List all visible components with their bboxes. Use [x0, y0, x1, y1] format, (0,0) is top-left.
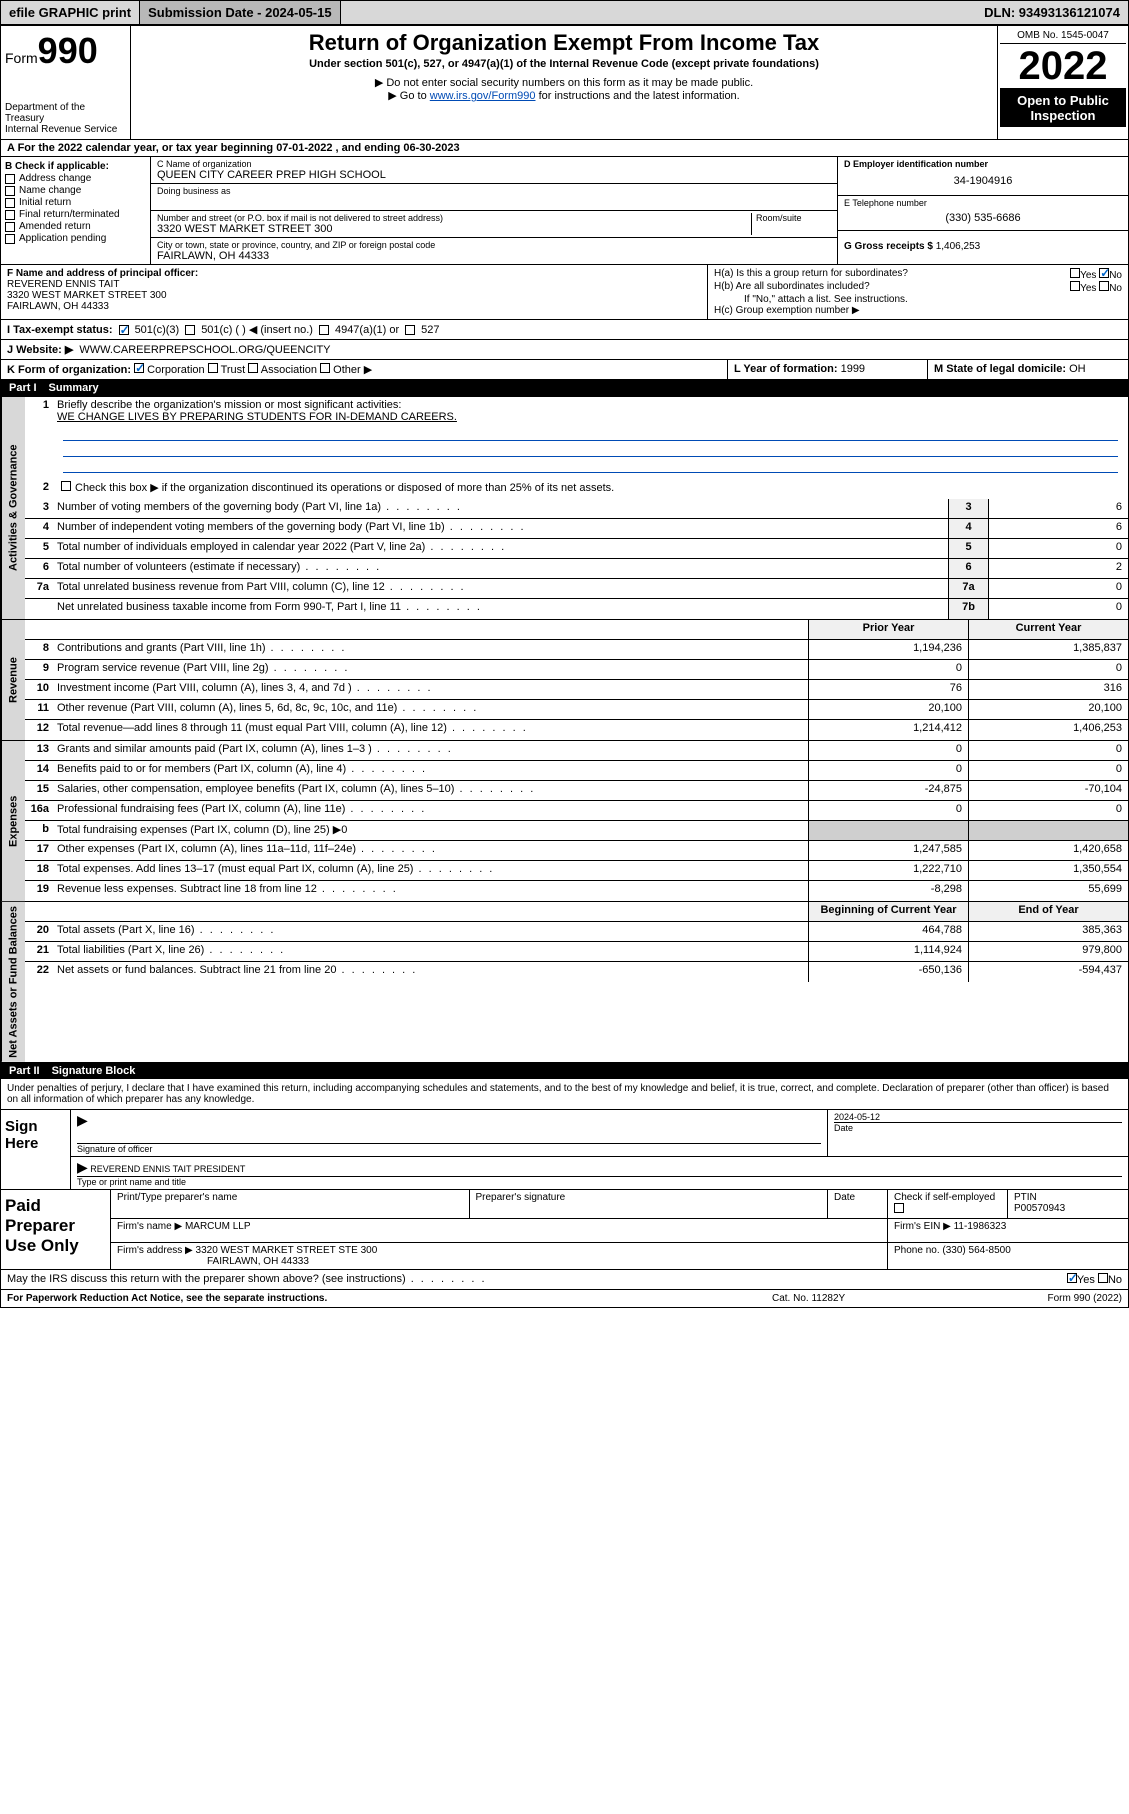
- org-city: FAIRLAWN, OH 44333: [157, 250, 831, 262]
- section-i-tax-status: I Tax-exempt status: 501(c)(3) 501(c) ( …: [1, 319, 1128, 339]
- checkbox-app-pending[interactable]: [5, 234, 15, 244]
- firm-name: MARCUM LLP: [185, 1221, 251, 1232]
- dept-label: Department of the Treasury: [5, 102, 126, 124]
- expenses-section: Expenses 13Grants and similar amounts pa…: [1, 740, 1128, 901]
- sign-here-row: Sign Here ▶ Signature of officer 2024-05…: [1, 1109, 1128, 1189]
- vlabel-expenses: Expenses: [1, 741, 25, 901]
- form-title: Return of Organization Exempt From Incom…: [139, 30, 989, 56]
- ptin: P00570943: [1014, 1203, 1065, 1214]
- checkbox-hb-no[interactable]: [1099, 281, 1109, 291]
- checkbox-corp[interactable]: [134, 363, 144, 373]
- discuss-row: May the IRS discuss this return with the…: [1, 1269, 1128, 1289]
- checkbox-trust[interactable]: [208, 363, 218, 373]
- checkbox-discuss-no[interactable]: [1098, 1273, 1108, 1283]
- tax-year: 2022: [1000, 44, 1126, 89]
- form-990: Form990 Department of the Treasury Inter…: [0, 25, 1129, 1308]
- section-d-e-g: D Employer identification number 34-1904…: [838, 157, 1128, 264]
- officer-name: REVEREND ENNIS TAIT: [7, 279, 701, 290]
- irs-label: Internal Revenue Service: [5, 124, 126, 135]
- checkbox-name-change[interactable]: [5, 186, 15, 196]
- omb-number: OMB No. 1545-0047: [1000, 28, 1126, 44]
- info-grid: B Check if applicable: Address change Na…: [1, 157, 1128, 264]
- ein: 34-1904916: [844, 169, 1122, 193]
- org-address: 3320 WEST MARKET STREET 300: [157, 223, 751, 235]
- state-domicile: OH: [1069, 363, 1086, 375]
- checkbox-ha-yes[interactable]: [1070, 268, 1080, 278]
- dln-label: DLN: 93493136121074: [976, 1, 1128, 24]
- checkbox-final-return[interactable]: [5, 210, 15, 220]
- checkbox-assoc[interactable]: [248, 363, 258, 373]
- form-header: Form990 Department of the Treasury Inter…: [1, 26, 1128, 140]
- top-toolbar: efile GRAPHIC print Submission Date - 20…: [0, 0, 1129, 25]
- checkbox-other[interactable]: [320, 363, 330, 373]
- note-ssn: ▶ Do not enter social security numbers o…: [139, 76, 989, 89]
- checkbox-address-change[interactable]: [5, 174, 15, 184]
- checkbox-501c[interactable]: [185, 325, 195, 335]
- checkbox-527[interactable]: [405, 325, 415, 335]
- section-f-h: F Name and address of principal officer:…: [1, 264, 1128, 319]
- form-number-block: Form990: [5, 30, 126, 72]
- gross-receipts: 1,406,253: [936, 241, 981, 252]
- irs-link[interactable]: www.irs.gov/Form990: [430, 90, 536, 102]
- open-public-badge: Open to Public Inspection: [1000, 89, 1126, 127]
- submission-date-button[interactable]: Submission Date - 2024-05-15: [139, 1, 341, 24]
- checkbox-501c3[interactable]: [119, 325, 129, 335]
- netassets-section: Net Assets or Fund Balances Beginning of…: [1, 901, 1128, 1062]
- section-a-tax-year: A For the 2022 calendar year, or tax yea…: [1, 140, 1128, 157]
- checkbox-hb-yes[interactable]: [1070, 281, 1080, 291]
- section-j-website: J Website: ▶ WWW.CAREERPREPSCHOOL.ORG/QU…: [1, 339, 1128, 359]
- checkbox-self-employed[interactable]: [894, 1203, 904, 1213]
- mission-text: WE CHANGE LIVES BY PREPARING STUDENTS FO…: [57, 411, 457, 423]
- firm-phone: (330) 564-8500: [942, 1245, 1010, 1256]
- checkbox-discuss-yes[interactable]: [1067, 1273, 1077, 1283]
- note-link: ▶ Go to www.irs.gov/Form990 for instruct…: [139, 89, 989, 102]
- officer-name-title: REVEREND ENNIS TAIT PRESIDENT: [90, 1164, 245, 1174]
- governance-section: Activities & Governance 1 Briefly descri…: [1, 396, 1128, 619]
- checkbox-initial-return[interactable]: [5, 198, 15, 208]
- efile-label[interactable]: efile GRAPHIC print: [1, 1, 139, 24]
- website-url: WWW.CAREERPREPSCHOOL.ORG/QUEENCITY: [79, 344, 330, 356]
- section-c-org-info: C Name of organization QUEEN CITY CAREER…: [151, 157, 838, 264]
- phone: (330) 535-6686: [844, 208, 1122, 228]
- checkbox-4947[interactable]: [319, 325, 329, 335]
- org-name: QUEEN CITY CAREER PREP HIGH SCHOOL: [157, 169, 831, 181]
- year-formation: 1999: [841, 363, 865, 375]
- part-ii-header: Part II Signature Block: [1, 1062, 1128, 1079]
- vlabel-revenue: Revenue: [1, 620, 25, 740]
- checkbox-amended[interactable]: [5, 222, 15, 232]
- revenue-section: Revenue Prior Year Current Year 8Contrib…: [1, 619, 1128, 740]
- footer: For Paperwork Reduction Act Notice, see …: [1, 1289, 1128, 1307]
- section-b-checkboxes: B Check if applicable: Address change Na…: [1, 157, 151, 264]
- checkbox-ha-no[interactable]: [1099, 268, 1109, 278]
- declaration-text: Under penalties of perjury, I declare th…: [1, 1079, 1128, 1109]
- firm-ein: 11-1986323: [954, 1221, 1007, 1232]
- part-i-header: Part I Summary: [1, 379, 1128, 396]
- form-subtitle: Under section 501(c), 527, or 4947(a)(1)…: [139, 58, 989, 70]
- sign-date: 2024-05-12: [834, 1112, 1122, 1122]
- checkbox-discontinued[interactable]: [61, 481, 71, 491]
- vlabel-netassets: Net Assets or Fund Balances: [1, 902, 25, 1062]
- firm-addr: 3320 WEST MARKET STREET STE 300: [196, 1245, 378, 1256]
- paid-preparer-row: Paid Preparer Use Only Print/Type prepar…: [1, 1189, 1128, 1269]
- vlabel-governance: Activities & Governance: [1, 397, 25, 619]
- section-k-l-m: K Form of organization: Corporation Trus…: [1, 359, 1128, 379]
